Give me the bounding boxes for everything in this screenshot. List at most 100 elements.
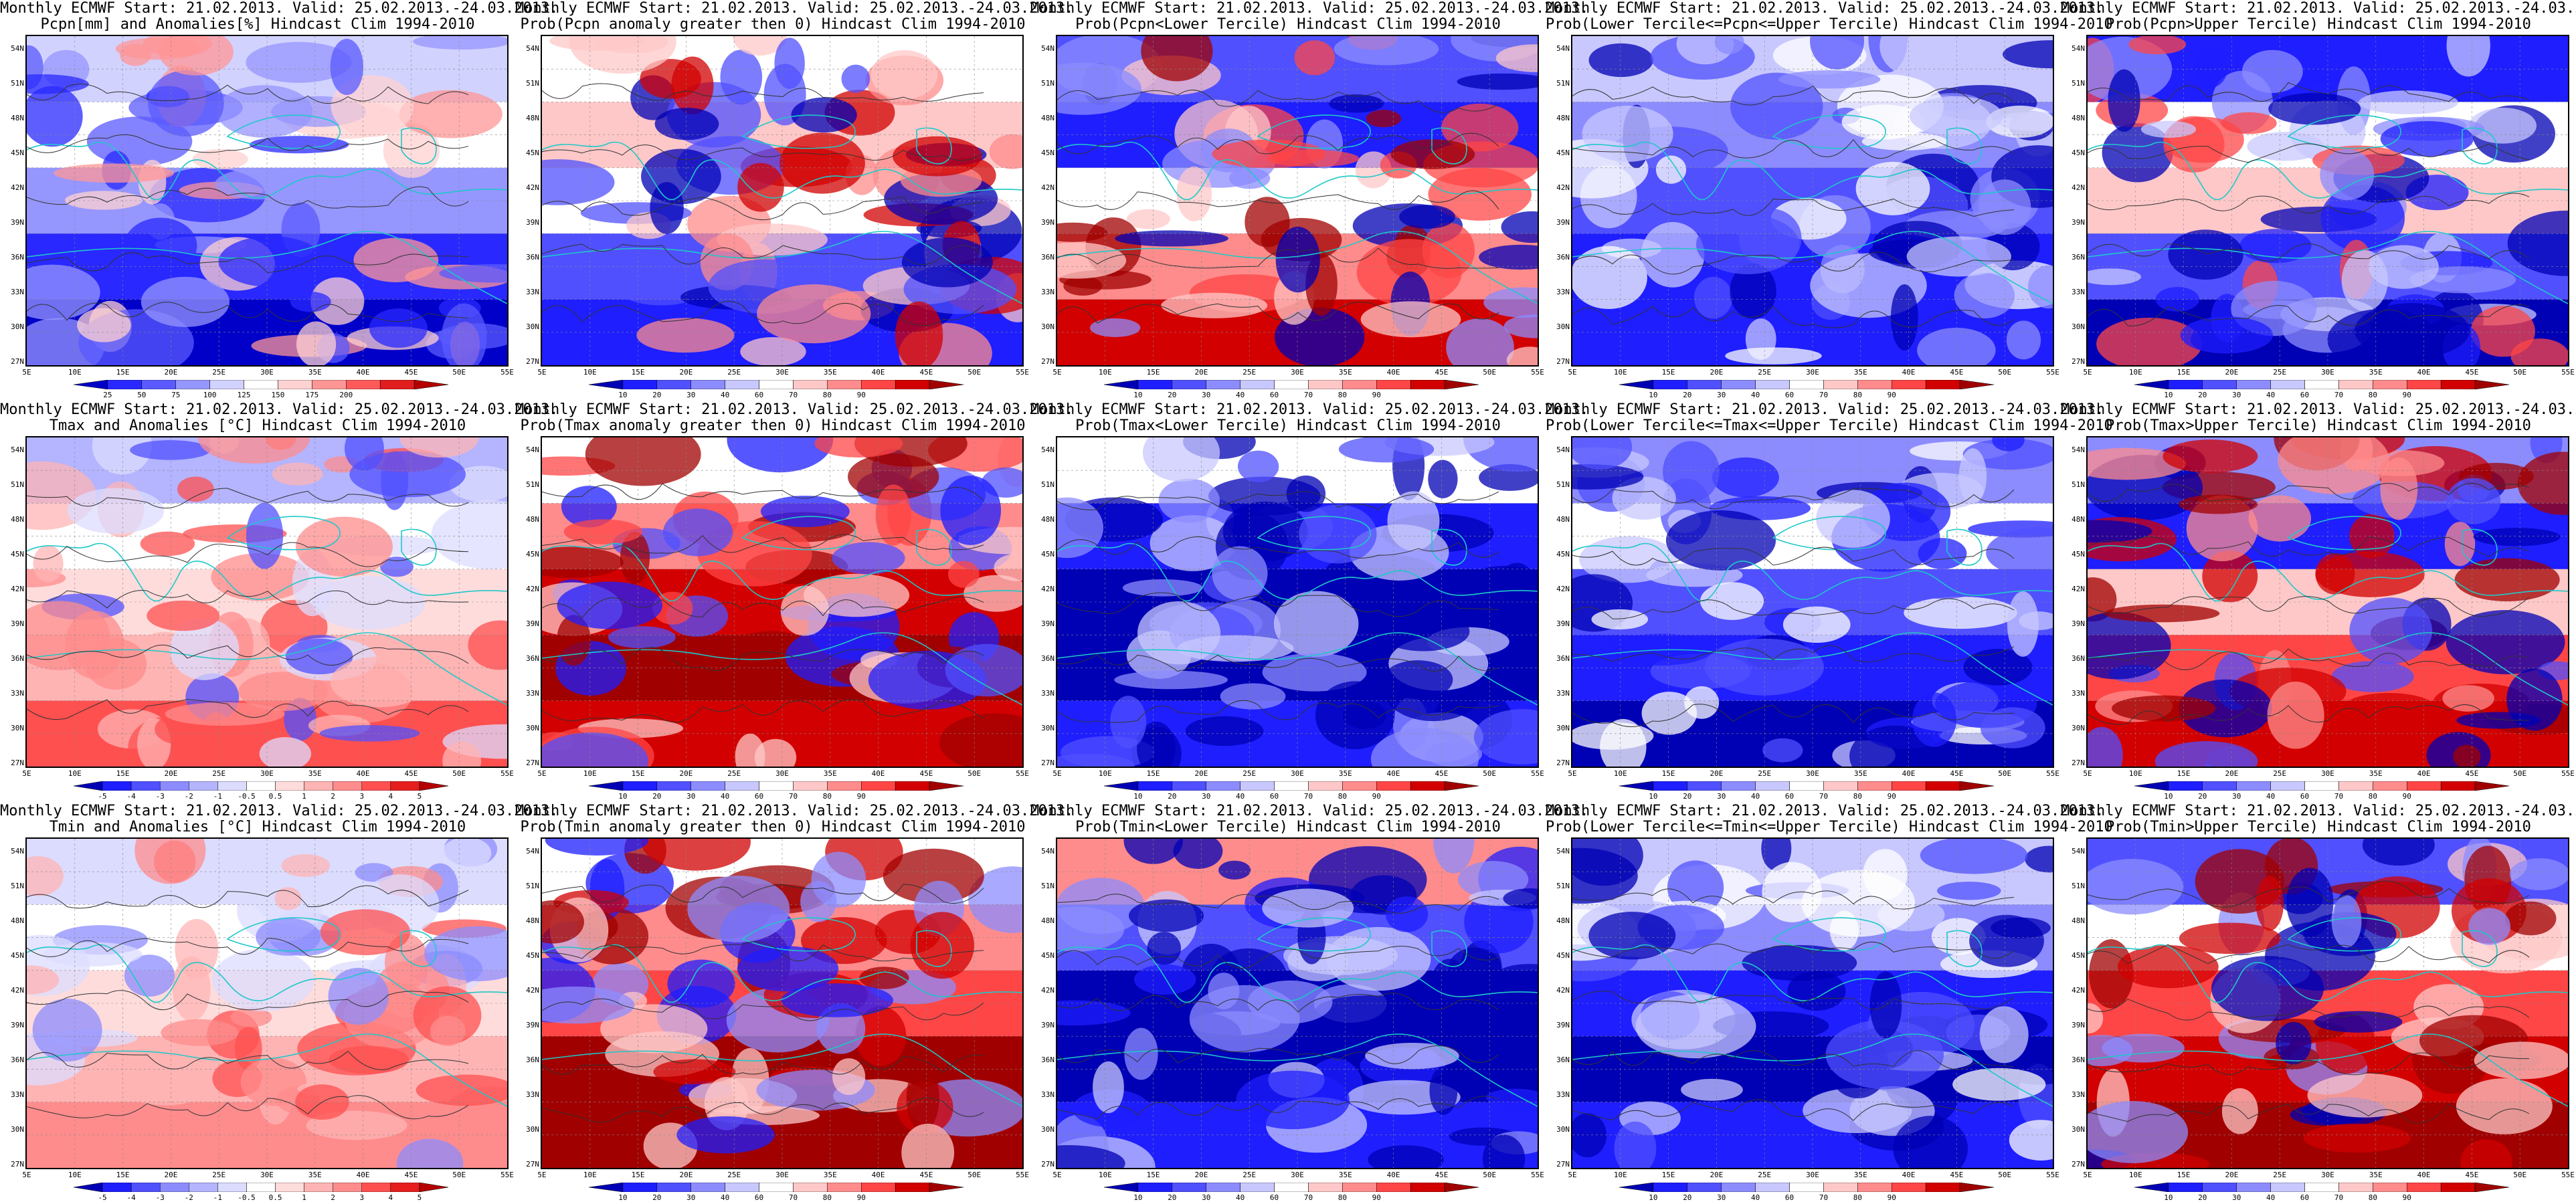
contour-line: [542, 1054, 984, 1075]
forecast-field-map: [2088, 437, 2568, 767]
field-patch: [1473, 709, 1538, 765]
colorbar-segment: [1206, 1183, 1240, 1192]
field-patch: [1693, 276, 1733, 319]
contour-line: [1057, 654, 1499, 672]
longitude-label: 50E: [1998, 368, 2012, 377]
field-patch: [848, 454, 939, 500]
latitude-label: 51N: [1041, 480, 1054, 489]
longitude-label: 45E: [1435, 368, 1449, 377]
contour-line: [1572, 546, 2015, 566]
longitude-label: 50E: [968, 368, 982, 377]
field-patch: [169, 618, 240, 680]
longitude-label: 5E: [22, 769, 31, 778]
colorbar-segment: [1137, 1183, 1173, 1192]
colorbar-segment: [622, 380, 658, 389]
latitude-label: 51N: [526, 480, 539, 489]
latitude-label: 33N: [1556, 1090, 1570, 1099]
field-patch: [2088, 1101, 2189, 1163]
field-patch: [238, 672, 329, 711]
colorbar-segment: [1755, 380, 1790, 389]
latitude-label: 30N: [526, 322, 539, 331]
field-patch: [312, 575, 426, 630]
colorbar-tick-label: 70: [2334, 1193, 2344, 1202]
longitude-label: 25E: [212, 769, 226, 778]
colorbar-tick-label: -1: [213, 792, 222, 801]
field-patch: [281, 854, 331, 878]
colorbar-tick-label: 60: [1269, 1193, 1279, 1202]
latitude-label: 39N: [526, 619, 539, 628]
latitude-label: 51N: [1041, 882, 1054, 890]
map-frame: [1571, 837, 2054, 1169]
field-patch: [2315, 551, 2425, 597]
colorbar-segment: [589, 380, 624, 389]
colorbar-segment: [1104, 380, 1139, 389]
field-patch: [545, 839, 649, 856]
field-patch: [1057, 222, 1107, 242]
field-patch: [274, 887, 302, 910]
colorbar-tick-label: 10: [2164, 792, 2173, 801]
field-patch: [431, 500, 507, 570]
colorbar-segment: [1857, 380, 1892, 389]
colorbar-segment: [1172, 781, 1206, 791]
colorbar-tick-label: 60: [1784, 391, 1795, 399]
colorbar-segment: [1721, 1183, 1756, 1192]
colorbar-tick-label: 10: [2164, 1193, 2173, 1202]
colorbar-tick-label: 30: [1202, 391, 1211, 399]
latitude-label: 39N: [1556, 1021, 1570, 1029]
panel-title-line2: Tmin and Anomalies [°C] Hindcast Clim 19…: [49, 819, 466, 835]
colorbar-segment: [2304, 781, 2339, 791]
field-patch: [27, 856, 64, 896]
latitude-label: 33N: [2072, 1090, 2085, 1099]
field-patch: [1663, 441, 1720, 502]
field-patch: [1218, 860, 1251, 880]
colorbar-segment: [175, 380, 210, 389]
colorbar-segment: [2338, 380, 2373, 389]
colorbar-segment: [1755, 1183, 1790, 1192]
latitude-label: 48N: [1556, 916, 1570, 925]
field-patch: [2088, 447, 2187, 480]
colorbar-segment: [2202, 380, 2237, 389]
latitude-label: 51N: [11, 882, 24, 890]
latitude-label: 30N: [1041, 1125, 1054, 1134]
longitude-label: 25E: [212, 368, 226, 377]
colorbar-segment: [1687, 1183, 1722, 1192]
latitude-label: 27N: [2072, 1160, 2085, 1169]
longitude-label: 35E: [1853, 1171, 1867, 1179]
panel-title-line2: Prob(Tmax>Upper Tercile) Hindcast Clim 1…: [2106, 417, 2531, 434]
colorbar-segment: [2407, 1183, 2442, 1192]
field-patch: [77, 308, 131, 342]
latitude-label: 51N: [11, 79, 24, 88]
field-patch: [859, 967, 909, 989]
colorbar-tick-label: 175: [305, 391, 319, 399]
colorbar-tick-label: 70: [1303, 391, 1313, 399]
contour-line: [1057, 491, 1499, 510]
longitude-label: 30E: [1291, 769, 1304, 778]
field-patch: [1762, 862, 1823, 922]
longitude-label: 55E: [1531, 769, 1544, 778]
longitude-label: 25E: [2273, 769, 2287, 778]
longitude-label: 30E: [1806, 1171, 1819, 1179]
map-frame: [1571, 436, 2054, 768]
latitude-label: 54N: [1556, 847, 1570, 856]
field-patch: [1918, 538, 1967, 569]
colorbar-segment: [622, 781, 658, 791]
map-panel-pcpn-0: Monthly ECMWF Start: 21.02.2013. Valid: …: [0, 0, 558, 401]
longitude-label: 35E: [308, 1171, 322, 1179]
colorbar: [74, 380, 448, 389]
longitude-label: 30E: [1806, 368, 1819, 377]
field-patch: [1315, 681, 1395, 750]
latitude-label: 45N: [11, 550, 24, 559]
colorbar-segment: [1308, 380, 1343, 389]
colorbar-tick-label: 20: [2198, 1193, 2207, 1202]
forecast-field-map: [2088, 36, 2568, 365]
longitude-label: 15E: [631, 769, 645, 778]
field-patch: [349, 451, 466, 498]
longitude-label: 25E: [727, 1171, 741, 1179]
colorbar-segment: [1274, 781, 1309, 791]
field-patch: [383, 123, 440, 178]
colorbar-segment: [304, 781, 333, 791]
field-patch: [1855, 161, 1930, 215]
longitude-label: 10E: [68, 368, 82, 377]
latitude-label: 42N: [11, 986, 24, 995]
longitude-label: 40E: [1386, 1171, 1400, 1179]
